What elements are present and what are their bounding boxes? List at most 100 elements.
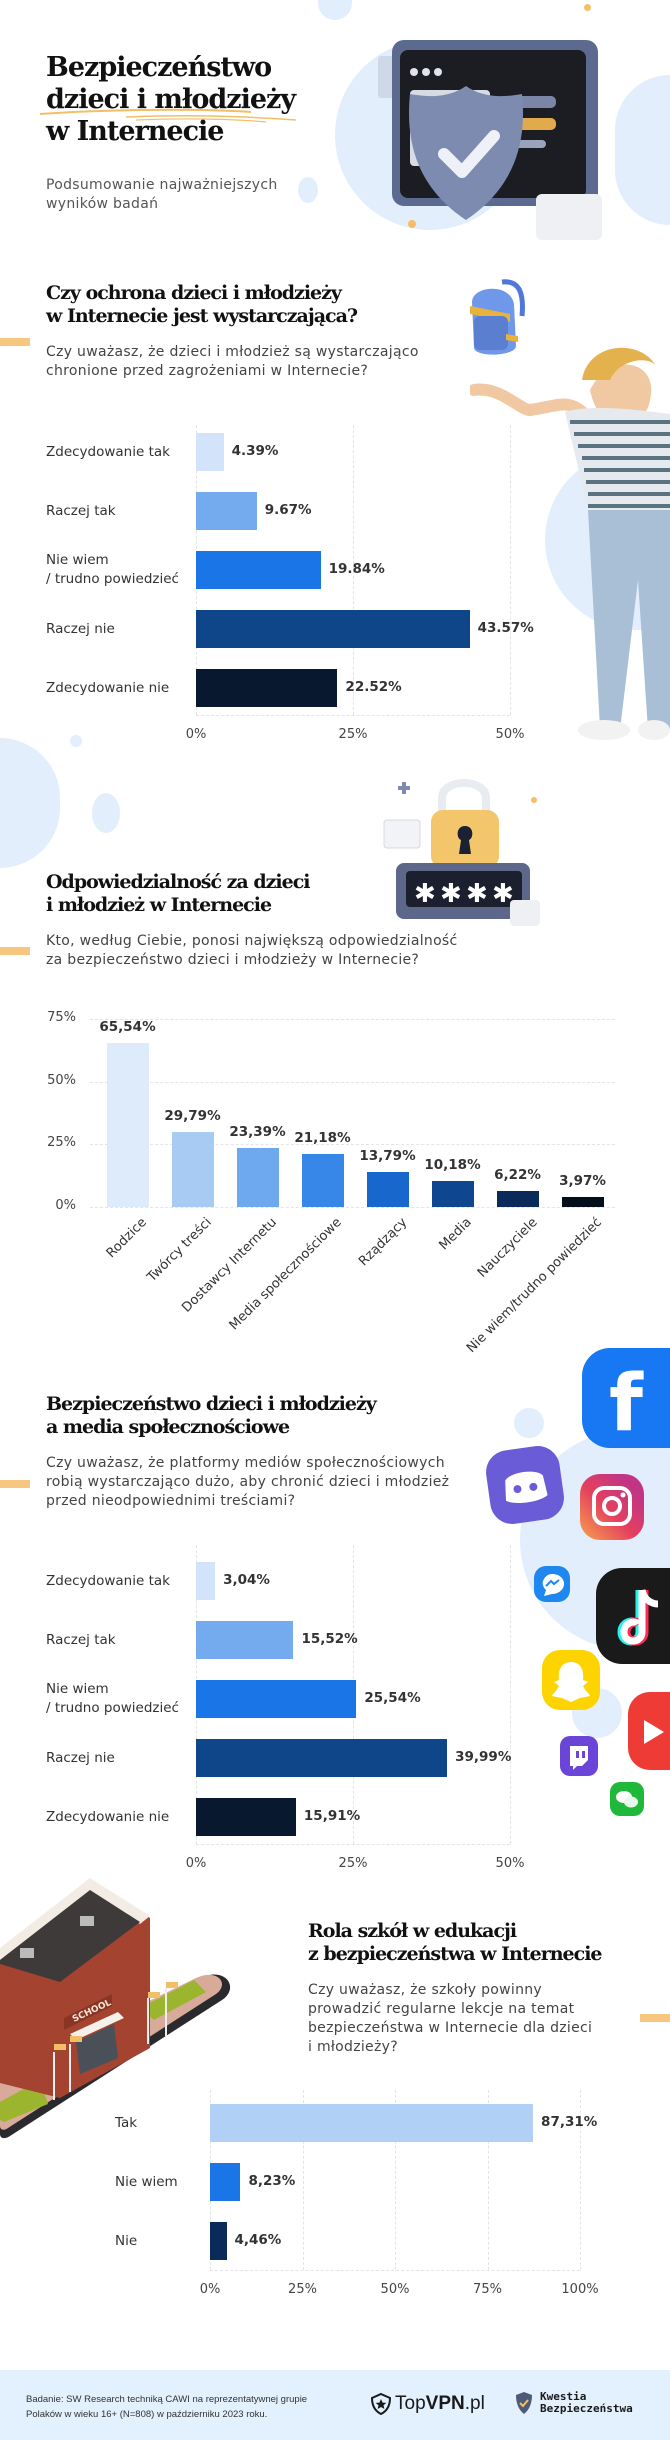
value-label: 15,52%	[301, 1631, 358, 1647]
value-label: 22.52%	[345, 679, 402, 695]
x-tick-label: 50%	[380, 2282, 410, 2297]
x-tick-label: 0%	[199, 2282, 221, 2297]
bar	[196, 551, 321, 589]
value-label: 3,97%	[559, 1173, 606, 1190]
page-subtitle: Podsumowanie najważniejszych wyników bad…	[46, 177, 278, 212]
bar	[171, 1132, 214, 1207]
category-label-line: / trudno powiedzieć	[46, 1700, 179, 1716]
value-label: 39,99%	[455, 1749, 512, 1765]
gridline	[353, 425, 354, 715]
value-label: 29,79%	[164, 1108, 221, 1125]
section-1-question: Czy uważasz, że dzieci i młodzież są wys…	[46, 344, 419, 379]
gridline	[510, 1545, 511, 1844]
x-tick-label: 25%	[338, 727, 368, 742]
topvpn-logo[interactable]: Top VPN .pl	[370, 2392, 485, 2416]
x-tick-label: 0%	[185, 1856, 207, 1871]
category-label-line: / trudno powiedzieć	[46, 571, 179, 587]
shield-star-icon	[370, 2392, 392, 2416]
bar	[196, 492, 257, 530]
section-3-question: Czy uważasz, że platformy mediów społecz…	[46, 1455, 450, 1509]
bar	[196, 1562, 216, 1600]
facebook-icon: f	[582, 1348, 670, 1449]
bar	[196, 1680, 357, 1718]
category-label-line: Raczej nie	[46, 620, 115, 637]
x-tick-label: 50%	[495, 727, 525, 742]
youtube-icon	[628, 1692, 670, 1770]
gridline	[90, 1019, 615, 1020]
section-4-title: Rola szkół w edukacji z bezpieczeństwa w…	[308, 1920, 602, 1965]
instagram-icon	[580, 1474, 644, 1540]
category-label: Raczej nie	[46, 620, 115, 639]
category-label-line: Nie wiem	[46, 1681, 109, 1697]
x-tick-label: 50%	[495, 1856, 525, 1871]
value-label: 65,54%	[99, 1018, 156, 1035]
gridline	[210, 2270, 580, 2271]
category-label: Nie wiem / trudno powiedzieć	[46, 1680, 179, 1718]
category-label-line: Nie	[115, 2232, 138, 2249]
section-3-title: Bezpieczeństwo dzieci i młodzieży a medi…	[46, 1393, 377, 1438]
gridline	[302, 2090, 304, 2270]
category-label-line: Raczej tak	[46, 1631, 116, 1648]
value-label: 6,22%	[494, 1167, 541, 1184]
section-2-title: Odpowiedzialność za dzieci i młodzież w …	[46, 871, 311, 916]
category-label: Zdecydowanie nie	[46, 1808, 169, 1827]
value-label: 4,46%	[234, 2232, 282, 2248]
bar	[196, 433, 224, 471]
category-label: Zdecydowanie tak	[46, 1572, 170, 1591]
snapchat-icon	[542, 1650, 600, 1710]
bar	[366, 1172, 409, 1207]
value-label: 87,31%	[541, 2114, 598, 2130]
survey-source-note: Badanie: SW Research techniką CAWI na re…	[26, 2394, 308, 2420]
category-label: Tak	[115, 2114, 137, 2133]
svg-text:✱: ✱	[440, 879, 462, 909]
bar	[210, 2104, 534, 2142]
discord-icon	[483, 1443, 567, 1527]
category-label-line: Nie wiem	[46, 552, 109, 568]
y-tick-label: 25%	[47, 1135, 76, 1151]
bar	[496, 1191, 539, 1207]
chart-2: 0% 25% 50% 75% 65,54% Rodzice 29,79% Twórcy tre…	[0, 1000, 670, 1370]
svg-text:✱: ✱	[414, 879, 436, 909]
backpack-illustration-icon	[470, 279, 525, 355]
value-label: 43.57%	[477, 620, 534, 636]
bar	[106, 1042, 149, 1207]
section-1-title: Czy ochrona dzieci i młodzieży w Interne…	[46, 282, 358, 327]
x-tick-label: 75%	[473, 2282, 502, 2297]
kwestia-bezpieczenstwa-logo[interactable]: Kwestia Bezpieczeństwa	[514, 2390, 633, 2416]
x-tick-label: 0%	[185, 727, 207, 742]
decor-blob	[514, 1408, 544, 1438]
category-label: Nauczyciele	[474, 1215, 541, 1281]
value-label: 10,18%	[424, 1157, 481, 1174]
bar	[431, 1181, 474, 1207]
bar	[236, 1148, 279, 1207]
decor-accent-bar	[0, 338, 30, 346]
y-tick-label: 50%	[47, 1072, 76, 1088]
bar	[196, 669, 338, 707]
gridline	[90, 1081, 615, 1083]
category-label-line: Tak	[115, 2114, 138, 2131]
gridline	[510, 425, 511, 715]
gridline	[90, 1207, 615, 1208]
category-label: Zdecydowanie nie	[46, 679, 169, 698]
category-label: Nie wiem / trudno powiedzieć	[46, 551, 179, 589]
section-2-question: Kto, według Ciebie, ponosi największą od…	[46, 933, 458, 968]
footer: Badanie: SW Research techniką CAWI na re…	[0, 2370, 670, 2440]
category-label-line: Zdecydowanie nie	[46, 679, 170, 696]
padlock-password-illustration-icon: ✱ ✱ ✱ ✱	[383, 779, 540, 926]
category-label: Nie	[115, 2232, 137, 2251]
school-phone-illustration-icon: SCHOOL	[0, 1878, 231, 2139]
category-label-line: Raczej tak	[46, 502, 116, 519]
category-label: Zdecydowanie tak	[46, 443, 170, 462]
title-underline-icon	[39, 108, 297, 123]
chart-4: 0% 25% 50% 75% 100% Tak 87,31% Nie wiem 8,23% Nie…	[90, 2080, 650, 2300]
decor-accent-bar	[0, 1480, 30, 1488]
bar	[196, 1621, 294, 1659]
twitch-icon	[560, 1736, 598, 1776]
value-label: 4.39%	[231, 443, 279, 459]
y-tick-label: 75%	[47, 1010, 76, 1025]
gridline	[90, 1144, 615, 1146]
category-label: Raczej nie	[46, 1749, 115, 1768]
value-label: 3,04%	[223, 1572, 270, 1588]
gridline	[196, 715, 510, 716]
svg-text:✱: ✱	[466, 879, 488, 909]
